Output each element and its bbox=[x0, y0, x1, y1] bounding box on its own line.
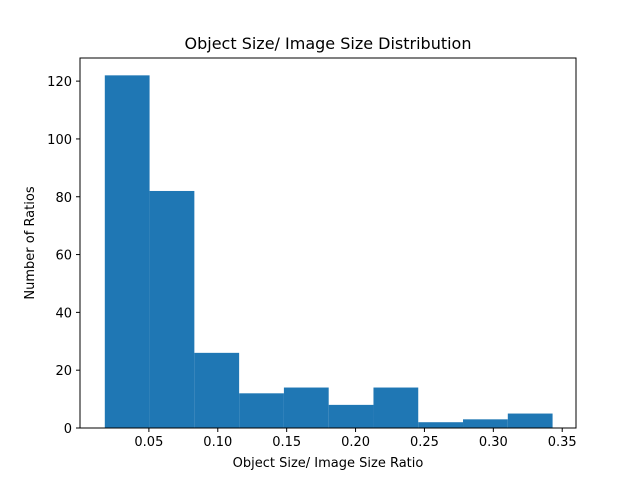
x-tick-label: 0.20 bbox=[341, 435, 370, 450]
histogram-bar bbox=[104, 75, 150, 428]
histogram-bar bbox=[283, 387, 329, 428]
histogram-bar bbox=[149, 190, 195, 428]
x-tick-label: 0.05 bbox=[134, 435, 163, 450]
y-axis-ticks: 0 20 40 60 80 100 120 bbox=[47, 75, 80, 437]
y-tick-label: 60 bbox=[55, 249, 72, 264]
histogram-bar bbox=[418, 422, 464, 428]
y-tick-label: 80 bbox=[55, 191, 72, 206]
x-tick-label: 0.25 bbox=[410, 435, 439, 450]
histogram-bar bbox=[239, 393, 284, 428]
x-tick-label: 0.10 bbox=[203, 435, 232, 450]
x-tick-label: 0.35 bbox=[548, 435, 577, 450]
histogram-bar bbox=[328, 404, 374, 428]
y-tick-label: 120 bbox=[47, 75, 72, 90]
y-tick-label: 20 bbox=[55, 364, 72, 379]
x-axis-label: Object Size/ Image Size Ratio bbox=[233, 456, 424, 471]
y-axis-label: Number of Ratios bbox=[23, 186, 38, 299]
y-tick-label: 40 bbox=[55, 306, 72, 321]
histogram-bar bbox=[507, 413, 553, 428]
y-tick-label: 100 bbox=[47, 133, 72, 148]
plot-frame bbox=[79, 57, 577, 429]
x-tick-label: 0.15 bbox=[272, 435, 301, 450]
histogram-bar bbox=[463, 419, 508, 428]
y-tick-label: 0 bbox=[64, 422, 72, 437]
x-axis-ticks: 0.05 0.10 0.15 0.20 0.25 0.30 0.35 bbox=[134, 428, 577, 450]
x-tick-label: 0.30 bbox=[479, 435, 508, 450]
chart-title: Object Size/ Image Size Distribution bbox=[185, 34, 472, 53]
bars-group bbox=[104, 75, 553, 428]
histogram-bar bbox=[194, 352, 240, 428]
histogram-bar bbox=[373, 387, 419, 428]
